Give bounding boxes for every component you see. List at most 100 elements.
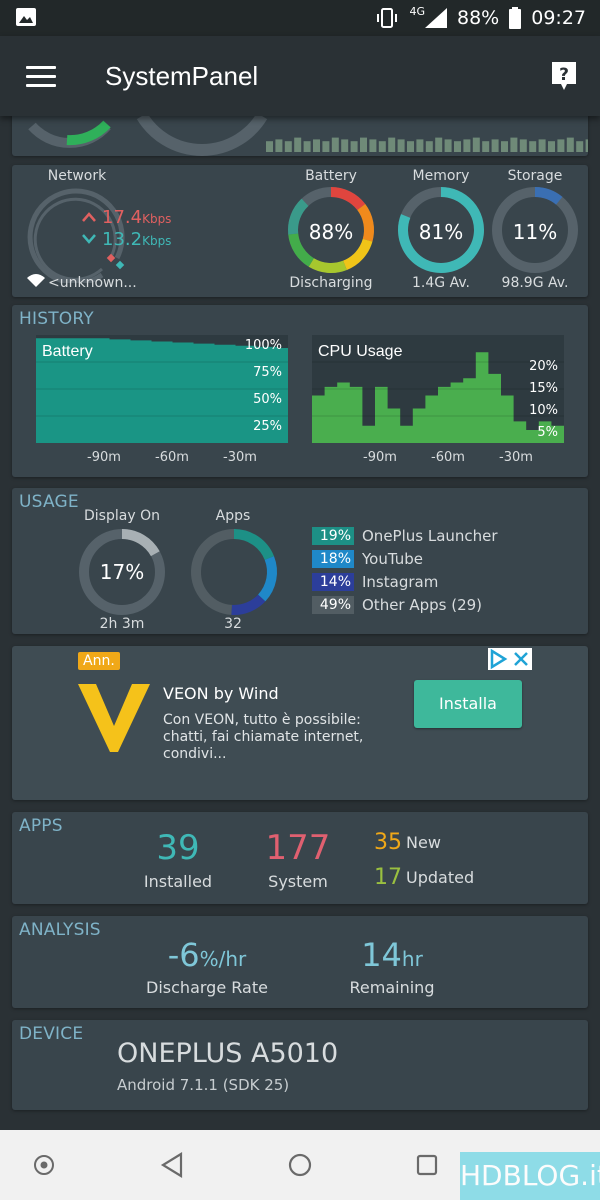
usage-legend-item: 18% YouTube bbox=[312, 549, 423, 569]
watermark-logo: HDBLOG.it bbox=[460, 1152, 600, 1200]
svg-text:?: ? bbox=[559, 65, 569, 85]
ad-description: Con VEON, tutto è possibile: chatti, fai… bbox=[163, 712, 364, 762]
y-tick-label: 75% bbox=[253, 365, 282, 380]
nav-back-icon[interactable] bbox=[160, 1152, 184, 1178]
nav-home-icon[interactable] bbox=[288, 1153, 312, 1177]
history-card: HISTORY Battery 100% 75% 50% 25% -90m -60m -30m… bbox=[12, 305, 588, 477]
analysis-card: ANALYSIS -6%/hr Discharge Rate 14hr Rema… bbox=[12, 916, 588, 1008]
cpu-usage-chart: CPU Usage 20% 15% 10% 5% -90m -60m -30m bbox=[312, 335, 564, 465]
wifi-icon bbox=[27, 274, 45, 287]
activity-bar bbox=[454, 141, 461, 152]
apps-title: APPS bbox=[19, 816, 63, 836]
activity-bar bbox=[294, 137, 302, 152]
activity-bar bbox=[407, 141, 414, 152]
usage-legend-item: 19% OnePlus Launcher bbox=[312, 526, 498, 546]
activity-bar bbox=[341, 139, 349, 152]
apps-ring-segment bbox=[231, 594, 266, 615]
help-icon[interactable]: ? bbox=[550, 60, 578, 92]
activity-bar bbox=[425, 141, 433, 152]
activity-bar bbox=[369, 139, 377, 152]
download-rate: 13.2Kbps bbox=[102, 229, 172, 250]
apps-usage-ring bbox=[191, 529, 277, 615]
display-on-duration: 2h 3m bbox=[99, 616, 145, 632]
apps-count: 32 bbox=[224, 616, 242, 632]
legend-app-name: OnePlus Launcher bbox=[362, 527, 498, 545]
y-tick-label: 50% bbox=[253, 392, 282, 407]
veon-logo-icon bbox=[78, 684, 150, 752]
apps-card: APPS 39 Installed 177 System 35 New 17 U… bbox=[12, 812, 588, 904]
gauge-value: 81% bbox=[418, 220, 464, 244]
activity-bar bbox=[275, 139, 283, 152]
activity-bar bbox=[548, 141, 555, 152]
updated-count: 17 bbox=[374, 865, 402, 890]
activity-bar bbox=[397, 139, 405, 152]
new-count: 35 bbox=[374, 830, 402, 855]
x-tick-label: -90m bbox=[87, 450, 121, 465]
apps-ring-segment bbox=[257, 556, 277, 602]
chart-area bbox=[36, 338, 288, 443]
activity-bars bbox=[266, 137, 600, 152]
nav-recents-icon[interactable] bbox=[416, 1154, 438, 1176]
activity-bar bbox=[284, 141, 292, 152]
display-on-arc bbox=[121, 529, 160, 557]
gauge-ring bbox=[288, 187, 374, 273]
usage-legend-item: 14% Instagram bbox=[312, 572, 438, 592]
battery-percent: 88% bbox=[457, 7, 500, 29]
x-tick-label: -60m bbox=[431, 450, 465, 465]
x-tick-label: -30m bbox=[499, 450, 533, 465]
nav-assist-icon[interactable] bbox=[33, 1154, 55, 1176]
activity-bar bbox=[416, 139, 424, 152]
usage-legend-item: 49% Other Apps (29) bbox=[312, 595, 482, 615]
apps-ring-segment bbox=[191, 529, 235, 615]
upload-arrow-icon bbox=[82, 212, 96, 222]
discharge-rate-label: Discharge Rate bbox=[146, 978, 268, 997]
adchoices-icon[interactable] bbox=[488, 648, 532, 670]
apps-label: Apps bbox=[215, 508, 251, 524]
legend-percent: 19% bbox=[312, 527, 354, 545]
gauge-subtitle: 1.4G Av. bbox=[412, 275, 470, 291]
activity-bar bbox=[585, 139, 593, 152]
chart-title: Battery bbox=[42, 343, 93, 360]
gauge-label: Storage bbox=[507, 168, 563, 184]
activity-bar bbox=[444, 139, 452, 152]
chart-title: CPU Usage bbox=[318, 343, 403, 360]
status-bar: 4G 88% 09:27 bbox=[0, 0, 600, 36]
y-tick-label: 25% bbox=[253, 419, 282, 434]
gauge-subtitle: Discharging bbox=[289, 275, 373, 291]
apps-ring-segment bbox=[233, 529, 274, 561]
system-label: System bbox=[268, 872, 328, 891]
display-on-ring bbox=[79, 529, 165, 615]
analysis-title: ANALYSIS bbox=[19, 920, 101, 940]
legend-percent: 14% bbox=[312, 573, 354, 591]
new-label: New bbox=[406, 833, 441, 852]
gauge-label: Memory bbox=[412, 168, 470, 184]
gauge-subtitle: 98.9G Av. bbox=[501, 275, 569, 291]
activity-bar bbox=[350, 141, 358, 152]
x-tick-label: -30m bbox=[223, 450, 257, 465]
ad-banner[interactable]: Ann. VEON by Wind Con VEON, tutto è poss… bbox=[12, 646, 588, 800]
activity-bar bbox=[519, 139, 527, 152]
x-tick-label: -90m bbox=[363, 450, 397, 465]
gauge-value: 88% bbox=[308, 220, 354, 244]
display-on-value: 17% bbox=[99, 560, 145, 584]
hamburger-menu-icon[interactable] bbox=[26, 66, 56, 88]
network-label: Network bbox=[47, 168, 107, 184]
y-tick-label: 5% bbox=[537, 425, 558, 440]
remaining-value: 14hr bbox=[361, 936, 423, 974]
overview-partial-graphics bbox=[28, 112, 600, 156]
legend-app-name: Other Apps (29) bbox=[362, 596, 483, 614]
vibrate-icon bbox=[377, 8, 398, 28]
y-tick-label: 20% bbox=[529, 359, 558, 374]
gauge-value: 11% bbox=[512, 220, 558, 244]
legend-percent: 18% bbox=[312, 550, 354, 568]
installed-label: Installed bbox=[143, 872, 213, 891]
device-os: Android 7.1.1 (SDK 25) bbox=[117, 1076, 290, 1094]
activity-bar bbox=[463, 139, 471, 152]
device-title: DEVICE bbox=[19, 1024, 84, 1044]
gauge-label: Battery bbox=[305, 168, 357, 184]
clock: 09:27 bbox=[531, 7, 586, 29]
install-button[interactable]: Installa bbox=[414, 680, 522, 728]
ad-title: VEON by Wind bbox=[163, 684, 279, 703]
usage-title: USAGE bbox=[19, 492, 79, 512]
gallery-icon bbox=[16, 8, 36, 26]
